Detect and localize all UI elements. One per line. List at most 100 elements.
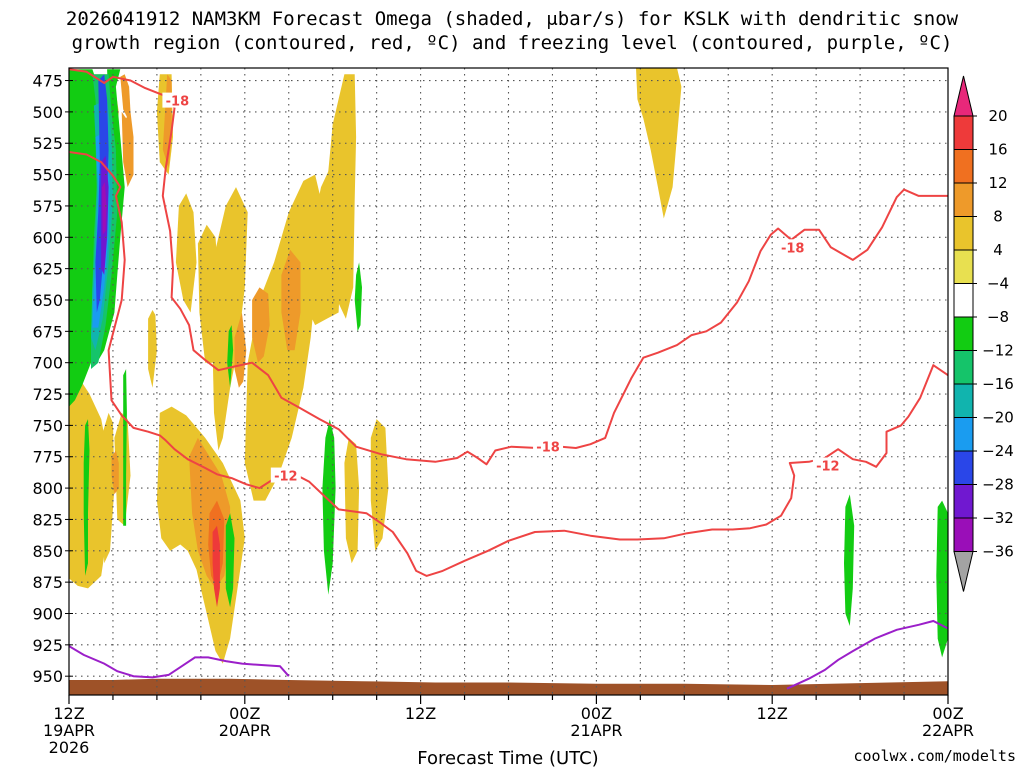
omega-region-9 (212, 187, 248, 451)
isotherm-label-bg-3 (777, 239, 808, 255)
omega-region-17 (121, 111, 134, 188)
y-tick-label-675: 675 (32, 322, 63, 341)
colorbar-swatch-12 (953, 517, 974, 552)
y-tick-label-800: 800 (32, 479, 63, 498)
freezing-level-line-left (69, 645, 290, 679)
colorbar-label-13: −36 (982, 543, 1014, 561)
x-tick-label-36-1: 21APR (570, 721, 622, 740)
x-tick-label-0-1: 19APR (43, 721, 95, 740)
colorbar-top-triangle (953, 75, 974, 117)
isotherm-label-bg-0 (162, 92, 193, 108)
y-tick-label-625: 625 (32, 260, 63, 279)
colorbar-swatch-2 (953, 182, 974, 217)
y-tick-label-550: 550 (32, 166, 63, 185)
colorbar-swatch-10 (953, 450, 974, 485)
contour-layer: -18 -12 -18 -18 -12 (69, 68, 948, 690)
isotherm-label-4: -12 (816, 460, 840, 475)
y-tick-label-825: 825 (32, 510, 63, 529)
omega-region-25 (212, 525, 220, 608)
omega-region-34 (83, 419, 90, 576)
omega-region-15 (636, 68, 682, 219)
x-tick-label-12-0: 00Z (229, 704, 260, 723)
colorbar-swatch-6 (953, 316, 974, 351)
omega-region-22 (252, 287, 270, 363)
isotherm-label-bg-2 (533, 438, 564, 454)
omega-region-2 (101, 412, 115, 564)
y-tick-label-950: 950 (32, 667, 63, 686)
isotherm-minus12-line (69, 151, 948, 577)
colorbar-swatch-4 (953, 249, 974, 284)
x-tick-label-60-0: 00Z (932, 704, 963, 723)
x-tick-label-48-0: 12Z (757, 704, 788, 723)
colorbar-swatch-9 (953, 417, 974, 452)
y-tick-label-850: 850 (32, 542, 63, 561)
omega-region-39 (354, 262, 362, 332)
colorbar-swatch-0 (953, 115, 974, 150)
y-tick-label-525: 525 (32, 134, 63, 153)
x-axis-label: Forecast Time (UTC) (417, 748, 598, 768)
colorbar-swatch-1 (953, 149, 974, 184)
x-tick-label-36-0: 00Z (581, 704, 612, 723)
omega-shading (69, 68, 948, 664)
colorbar-label-12: −32 (982, 509, 1014, 527)
omega-region-23 (281, 249, 301, 351)
omega-region-10 (244, 174, 321, 501)
y-tick-label-575: 575 (32, 197, 63, 216)
colorbar-label-5: −4 (987, 275, 1009, 293)
y-tick-label-600: 600 (32, 228, 63, 247)
omega-region-13 (344, 437, 360, 564)
colorbar-swatch-11 (953, 484, 974, 519)
x-tick-label-60-1: 22APR (922, 721, 974, 740)
chart-title-line2: growth region (contoured, red, ºC) and f… (71, 32, 953, 54)
isotherm-label-2: -18 (536, 441, 560, 456)
isotherm-minus18-line (69, 68, 948, 466)
omega-region-35 (123, 369, 127, 526)
isotherm-label-1: -12 (274, 470, 298, 485)
colorbar-swatch-3 (953, 216, 974, 251)
colorbar-label-10: −24 (982, 442, 1014, 460)
colorbar-label-4: 4 (993, 241, 1003, 259)
omega-region-16 (120, 74, 131, 119)
colorbar-label-3: 8 (993, 208, 1003, 226)
omega-region-36 (225, 513, 235, 608)
y-tick-label-475: 475 (32, 72, 63, 91)
colorbar-swatch-8 (953, 383, 974, 418)
y-tick-label-750: 750 (32, 416, 63, 435)
y-tick-label-900: 900 (32, 604, 63, 623)
colorbar-label-6: −8 (987, 308, 1009, 326)
colorbar-label-7: −12 (982, 342, 1014, 360)
y-tick-label-725: 725 (32, 385, 63, 404)
isotherm-label-bg-1 (270, 467, 301, 483)
colorbar-label-1: 16 (988, 141, 1007, 159)
chart-title-line1: 2026041912 NAM3KM Forecast Omega (shaded… (65, 8, 959, 30)
y-axis: 475 500 525 550 575 600 625 650 675 700 725 750 775 8… (32, 72, 73, 686)
isotherm-label-3: -18 (781, 241, 805, 256)
colorbar-bottom-triangle (953, 551, 974, 592)
x-tick-label-0-2: 2026 (49, 738, 90, 757)
colorbar-label-2: 12 (988, 174, 1007, 192)
y-tick-label-500: 500 (32, 103, 63, 122)
freezing-level-line-right (786, 619, 948, 690)
x-tick-label-0-0: 12Z (53, 704, 84, 723)
colorbar-label-11: −28 (982, 476, 1014, 494)
grid-layer (69, 68, 948, 695)
colorbar-label-0: 20 (988, 107, 1007, 125)
credit-text[interactable]: coolwx.com/modelts (853, 747, 1016, 765)
y-tick-label-700: 700 (32, 354, 63, 373)
omega-region-14 (370, 419, 389, 551)
y-tick-label-925: 925 (32, 636, 63, 655)
x-tick-label-12-1: 20APR (219, 721, 271, 740)
colorbar-label-9: −20 (982, 409, 1014, 427)
colorbar-swatch-5 (953, 283, 974, 318)
omega-region-40 (844, 494, 855, 626)
isotherm-label-bg-4 (812, 457, 843, 473)
omega-region-41 (936, 500, 948, 658)
omega-region-4 (148, 310, 157, 388)
omega-region-12 (326, 74, 357, 319)
isotherm-label-0: -18 (166, 95, 190, 110)
y-tick-label-875: 875 (32, 573, 63, 592)
colorbar: 20 16 12 8 4 −4 −8 −12 −16 −20 −24 −28 −32 −36 (953, 75, 1014, 592)
omega-region-7 (175, 193, 197, 313)
